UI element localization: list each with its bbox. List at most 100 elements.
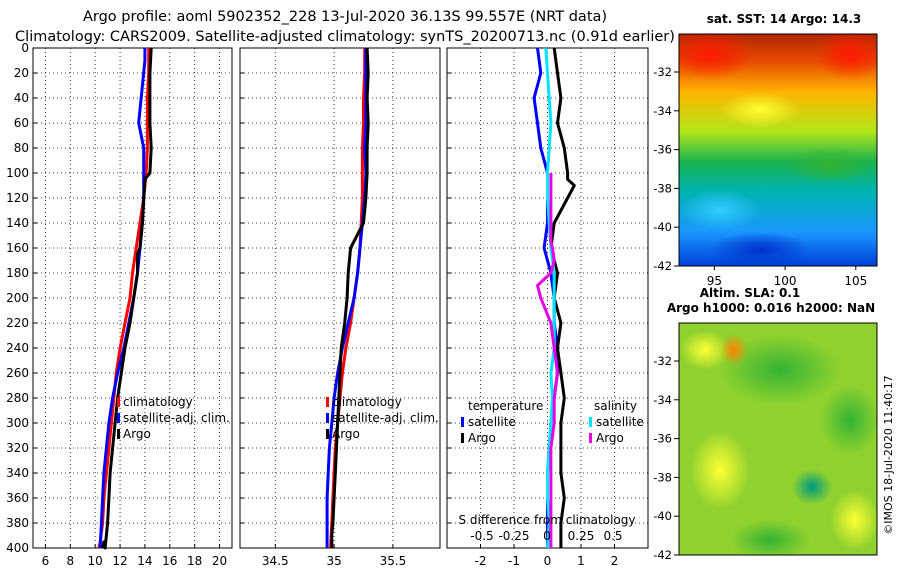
series-line (101, 47, 153, 550)
legend-swatch (589, 433, 592, 443)
map-y-tick-label: -40 (653, 220, 672, 234)
legend-swatch (326, 413, 329, 423)
depth-tick-label: 400 (6, 541, 29, 555)
sla-orange-patch (720, 334, 748, 366)
legend-swatch (326, 429, 329, 439)
legend-label: satellite (468, 415, 516, 429)
map-y-tick-label: -34 (653, 393, 672, 407)
depth-tick-label: 140 (6, 216, 29, 230)
diff-axis-label: S difference from climatology (459, 513, 636, 527)
series-line (97, 48, 151, 549)
legend-label: Argo (123, 427, 151, 441)
map-y-tick-label: -32 (653, 65, 672, 79)
legend-label: climatology (123, 395, 193, 409)
sla-title-line-2: Argo h1000: 0.016 h2000: NaN (667, 301, 875, 315)
depth-tick-label: 40 (14, 91, 29, 105)
diff-top-tick-label: -0.25 (498, 529, 529, 543)
legend-label: climatology (332, 395, 402, 409)
sla-teal-patch (792, 469, 832, 505)
depth-tick-label: 320 (6, 441, 29, 455)
diff-top-tick-label: -0.5 (470, 529, 493, 543)
x-tick-label: 8 (66, 554, 74, 568)
diff-top-tick-label: 0.5 (603, 529, 622, 543)
sst-cyan-patch (680, 190, 760, 230)
legend-label: satellite-adj. clim. (123, 411, 230, 425)
sla-title-line-1: Altim. SLA: 0.1 (700, 286, 801, 300)
legend-swatch (117, 429, 120, 439)
map-x-tick-label: 100 (774, 274, 797, 288)
depth-tick-label: 200 (6, 291, 29, 305)
depth-tick-label: 340 (6, 466, 29, 480)
depth-tick-label: 360 (6, 491, 29, 505)
depth-tick-label: 380 (6, 516, 29, 530)
depth-tick-label: 260 (6, 366, 29, 380)
legend-label: Argo (332, 427, 360, 441)
x-tick-label: 1 (577, 554, 585, 568)
x-tick-label: 6 (42, 554, 50, 568)
map-y-tick-label: -34 (653, 104, 672, 118)
map-x-tick-label: 105 (844, 274, 867, 288)
map-x-tick-label: 95 (707, 274, 722, 288)
legend-label: Argo (468, 431, 496, 445)
sst-map (679, 34, 877, 266)
sla-axes: -32 -34 -36 -38 -40 -42 (653, 354, 679, 562)
depth-tick-label: 300 (6, 416, 29, 430)
map-y-tick-label: -32 (653, 354, 672, 368)
legend-swatch (461, 433, 464, 443)
x-tick-label: 18 (187, 554, 202, 568)
credit-text: ©IMOS 18-Jul-2020 11:40:17 (882, 375, 895, 535)
x-tick-label: 35.5 (380, 554, 407, 568)
x-tick-label: 34.5 (262, 554, 289, 568)
series-line (325, 48, 368, 548)
legend-swatch (461, 417, 464, 427)
map-y-tick-label: -42 (653, 259, 672, 273)
sla-yellow-patch-south (690, 430, 750, 510)
depth-tick-label: 0 (21, 41, 29, 55)
legend-label: Argo (596, 431, 624, 445)
salinity-profile-panel: 34.5 35 35.5 climatology satellite-adj. clim… (239, 47, 441, 568)
depth-tick-label: 80 (14, 141, 29, 155)
diff-top-tick-label: 0 (543, 529, 551, 543)
x-tick-label: -2 (475, 554, 487, 568)
sla-map (679, 323, 877, 555)
difference-from-climatology-panel: -2 -1 0 1 2 temperature salinity satellite Argo s… (446, 47, 649, 568)
x-tick-label: 20 (212, 554, 227, 568)
x-tick-label: 14 (137, 554, 152, 568)
series-line (544, 47, 556, 549)
depth-tick-label: 20 (14, 66, 29, 80)
map-y-tick-label: -38 (653, 181, 672, 195)
map-y-tick-label: -38 (653, 470, 672, 484)
legend-swatch (117, 397, 120, 407)
map-y-tick-label: -40 (653, 509, 672, 523)
diff-top-tick-label: 0.25 (568, 529, 595, 543)
sst-yellow-patch (720, 92, 800, 128)
x-tick-label: 0 (544, 554, 552, 568)
x-tick-label: 16 (162, 554, 177, 568)
legend-title-salinity: salinity (594, 399, 637, 413)
map-y-tick-label: -42 (653, 548, 672, 562)
series-line (330, 47, 370, 548)
legend-swatch (326, 397, 329, 407)
sla-yellow-patch (680, 330, 730, 370)
depth-tick-label: 120 (6, 191, 29, 205)
title-line-2: Climatology: CARS2009. Satellite-adjuste… (15, 29, 675, 45)
sla-green-patch-east (820, 385, 877, 455)
sla-green-patch-south (730, 520, 810, 555)
series-line (536, 173, 559, 548)
x-tick-label: 10 (88, 554, 103, 568)
sla-yellow-patch-east (830, 490, 877, 550)
sst-green-patch (785, 147, 875, 183)
x-tick-label: 12 (112, 554, 127, 568)
legend-swatch (589, 417, 592, 427)
x-tick-label: 35 (326, 554, 341, 568)
sst-title: sat. SST: 14 Argo: 14.3 (707, 12, 861, 26)
sst-warm-patch (679, 34, 755, 80)
temperature-profile-panel: 6 8 10 12 14 16 18 2002040608010012014016018020… (6, 41, 233, 568)
sst-warm-patch-east (815, 34, 877, 80)
x-tick-label: -1 (508, 554, 520, 568)
sla-green-patch (720, 335, 840, 405)
depth-tick-label: 160 (6, 241, 29, 255)
sst-blue-patch (710, 232, 810, 266)
profile-panels: 6 8 10 12 14 16 18 2002040608010012014016018020… (6, 41, 649, 568)
